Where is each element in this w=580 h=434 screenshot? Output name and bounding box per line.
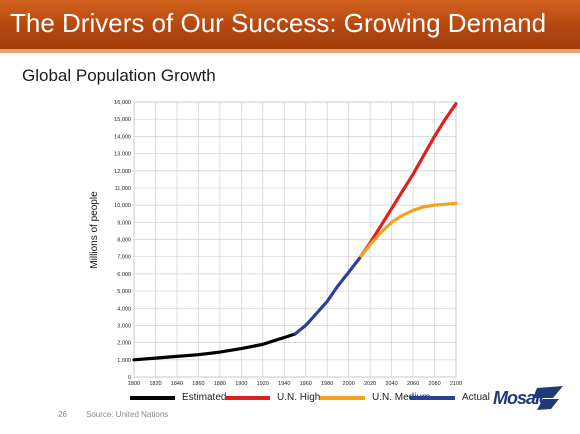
legend-swatch	[410, 396, 455, 400]
x-tick-label: 1940	[278, 381, 290, 387]
y-tick-label: 15,000	[114, 117, 131, 123]
x-tick-label: 1920	[257, 381, 269, 387]
y-tick-label: 6,000	[117, 272, 131, 278]
x-tick-label: 1820	[149, 381, 161, 387]
y-tick-label: 7,000	[117, 255, 131, 261]
chart-grid	[133, 101, 457, 378]
y-tick-label: 13,000	[114, 152, 131, 158]
y-tick-label: 5,000	[117, 289, 131, 295]
x-tick-label: 2020	[364, 381, 376, 387]
y-tick-label: 4,000	[117, 306, 131, 312]
source-note: Source: United Nations	[86, 410, 169, 419]
series-line-actual	[293, 256, 361, 336]
logo-mark-icon	[533, 386, 563, 410]
x-tick-label: 2080	[428, 381, 440, 387]
y-tick-label: 9,000	[117, 220, 131, 226]
banner-stripe	[0, 49, 580, 53]
legend-swatch	[225, 396, 270, 400]
title-banner: The Drivers of Our Success: Growing Dema…	[0, 0, 580, 49]
y-tick-label: 8,000	[117, 238, 131, 244]
legend-swatch	[320, 396, 365, 400]
series-line-u-n-medium	[357, 201, 458, 260]
x-tick-label: 1840	[171, 381, 183, 387]
x-tick-label: 1900	[235, 381, 247, 387]
y-tick-label: 2,000	[117, 341, 131, 347]
slide-subtitle: Global Population Growth	[22, 66, 216, 85]
x-axis-ticks: 1800 1820 1840 1860 1880 1900 1920 1940 1960 1980…	[128, 381, 462, 387]
legend-label: U.N. High	[277, 392, 321, 403]
x-tick-label: 1860	[192, 381, 204, 387]
x-tick-label: 1960	[300, 381, 312, 387]
x-tick-label: 2060	[407, 381, 419, 387]
logo-text: Mosaic	[493, 388, 549, 408]
x-tick-label: 1800	[128, 381, 140, 387]
series-line-u-n-high	[357, 102, 458, 260]
company-logo: Mosaic	[493, 384, 565, 414]
y-tick-label: 12,000	[114, 169, 131, 175]
y-tick-label: 10,000	[114, 203, 131, 209]
y-tick-label: 3,000	[117, 323, 131, 329]
x-tick-label: 1880	[214, 381, 226, 387]
y-tick-label: 14,000	[114, 134, 131, 140]
legend-label: U.N. Medium	[372, 392, 431, 403]
y-tick-label: 1,000	[117, 358, 131, 364]
x-tick-label: 2040	[385, 381, 397, 387]
legend-swatch	[130, 396, 175, 400]
y-tick-label: 11,000	[115, 186, 131, 192]
x-tick-label: 2000	[343, 381, 355, 387]
chart-series	[132, 102, 458, 362]
series-line-estimated	[132, 332, 297, 362]
y-tick-label: 0	[128, 375, 131, 381]
slide-title: The Drivers of Our Success: Growing Dema…	[10, 8, 547, 38]
legend-label: Estimated	[182, 392, 227, 403]
y-axis-label: Millions of people	[89, 191, 100, 269]
x-tick-label: 1980	[321, 381, 333, 387]
page-number: 26	[58, 410, 67, 419]
legend-label: Actual	[462, 392, 490, 403]
y-axis-ticks: 0 1,000 2,000 3,000 4,000 5,000 6,000 7,000 8,00…	[114, 100, 131, 381]
y-tick-label: 16,000	[114, 100, 131, 106]
x-tick-label: 2100	[450, 381, 462, 387]
